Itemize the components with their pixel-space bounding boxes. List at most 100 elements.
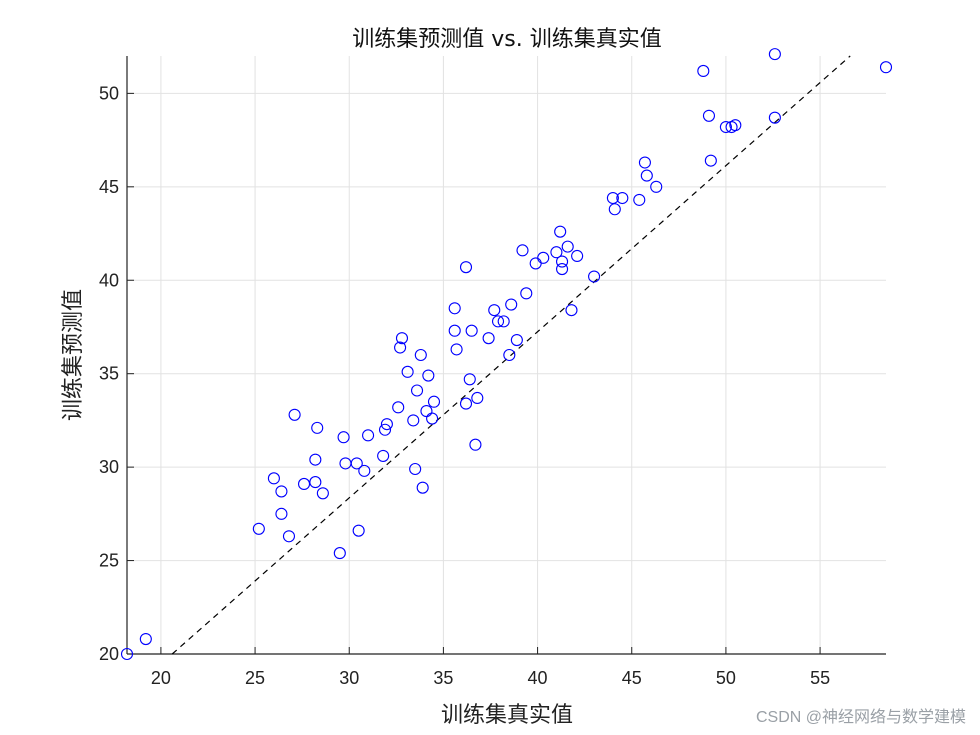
data-point bbox=[358, 464, 371, 477]
data-point bbox=[401, 365, 414, 378]
data-point bbox=[450, 343, 463, 356]
data-point bbox=[556, 262, 569, 276]
data-point bbox=[729, 119, 742, 132]
data-point bbox=[608, 203, 621, 216]
data-point bbox=[409, 462, 422, 476]
data-point bbox=[505, 298, 518, 311]
x-tick-label: 45 bbox=[622, 668, 642, 688]
data-point bbox=[426, 412, 439, 425]
data-point bbox=[350, 457, 363, 470]
x-tick-label: 20 bbox=[151, 668, 171, 688]
data-point bbox=[616, 191, 629, 205]
data-point bbox=[337, 431, 350, 444]
scatter-points bbox=[120, 48, 893, 661]
data-point bbox=[139, 632, 152, 646]
identity-reference-line bbox=[171, 55, 851, 655]
data-point bbox=[556, 255, 569, 268]
data-point bbox=[503, 348, 516, 362]
data-point bbox=[352, 524, 365, 537]
data-point bbox=[252, 522, 265, 535]
data-point bbox=[311, 421, 324, 434]
data-point bbox=[550, 246, 563, 259]
x-tick-label: 55 bbox=[810, 668, 830, 688]
x-tick-label: 35 bbox=[433, 668, 453, 688]
chart-title: 训练集预测值 vs. 训练集真实值 bbox=[352, 27, 661, 52]
y-tick-label: 40 bbox=[99, 270, 119, 290]
data-point bbox=[459, 397, 473, 410]
y-tick-label: 25 bbox=[99, 551, 119, 571]
data-point bbox=[410, 384, 424, 397]
data-point bbox=[638, 156, 651, 169]
data-point bbox=[704, 154, 717, 167]
axes bbox=[126, 56, 886, 655]
data-point bbox=[297, 477, 311, 490]
data-point bbox=[394, 341, 407, 354]
y-tick-label: 35 bbox=[99, 364, 119, 384]
data-point bbox=[309, 453, 322, 466]
data-point bbox=[267, 472, 280, 485]
x-tick-label: 30 bbox=[339, 668, 359, 688]
data-point bbox=[640, 169, 653, 182]
data-point bbox=[416, 481, 429, 494]
y-axis-label: 训练集预测值 bbox=[61, 289, 86, 421]
x-tick-label: 25 bbox=[245, 668, 265, 688]
data-point bbox=[378, 423, 392, 436]
data-point bbox=[768, 111, 781, 124]
data-point bbox=[288, 408, 301, 421]
data-point bbox=[392, 401, 405, 414]
data-point bbox=[768, 48, 781, 61]
tick-labels: 20 25 30 35 40 45 50 55 20 25 30 35 40 45 50 bbox=[99, 83, 830, 688]
data-point bbox=[491, 315, 505, 328]
data-point bbox=[588, 270, 601, 283]
data-point bbox=[465, 324, 478, 337]
data-point bbox=[510, 333, 523, 347]
data-point bbox=[554, 225, 567, 238]
y-tick-label: 30 bbox=[99, 457, 119, 477]
watermark: CSDN @神经网络与数学建模 bbox=[755, 709, 966, 726]
y-tick-label: 20 bbox=[99, 644, 119, 664]
data-point bbox=[275, 507, 288, 520]
data-point bbox=[120, 647, 134, 661]
data-point bbox=[459, 261, 473, 274]
data-point bbox=[497, 315, 510, 328]
data-point bbox=[380, 418, 393, 431]
data-point bbox=[633, 193, 646, 206]
data-point bbox=[414, 348, 427, 362]
data-point bbox=[469, 438, 482, 451]
data-point bbox=[565, 304, 578, 317]
data-point bbox=[407, 414, 420, 427]
data-point bbox=[448, 302, 461, 315]
data-point bbox=[448, 324, 461, 337]
data-point bbox=[516, 244, 529, 257]
data-point bbox=[309, 476, 322, 489]
data-point bbox=[422, 369, 435, 382]
data-point bbox=[488, 304, 501, 317]
y-tick-label: 45 bbox=[99, 177, 119, 197]
x-tick-label: 40 bbox=[528, 668, 548, 688]
data-point bbox=[650, 180, 663, 193]
data-point bbox=[719, 120, 732, 134]
data-point bbox=[561, 240, 574, 253]
x-tick-label: 50 bbox=[716, 668, 736, 688]
data-point bbox=[333, 547, 346, 560]
data-point bbox=[463, 373, 476, 386]
data-point bbox=[395, 332, 409, 345]
data-point bbox=[377, 449, 390, 462]
y-tick-label: 50 bbox=[99, 83, 119, 103]
data-point bbox=[879, 61, 893, 74]
grid-lines bbox=[127, 56, 886, 655]
data-point bbox=[571, 249, 584, 263]
data-point bbox=[537, 251, 550, 264]
data-point bbox=[362, 429, 375, 442]
data-point bbox=[520, 287, 533, 300]
data-point bbox=[702, 109, 716, 122]
data-point bbox=[275, 485, 288, 498]
data-point bbox=[482, 332, 495, 345]
data-point bbox=[427, 395, 441, 408]
data-point bbox=[697, 64, 710, 77]
data-point bbox=[471, 391, 484, 405]
x-axis-label: 训练集真实值 bbox=[441, 703, 573, 728]
data-point bbox=[282, 530, 296, 543]
